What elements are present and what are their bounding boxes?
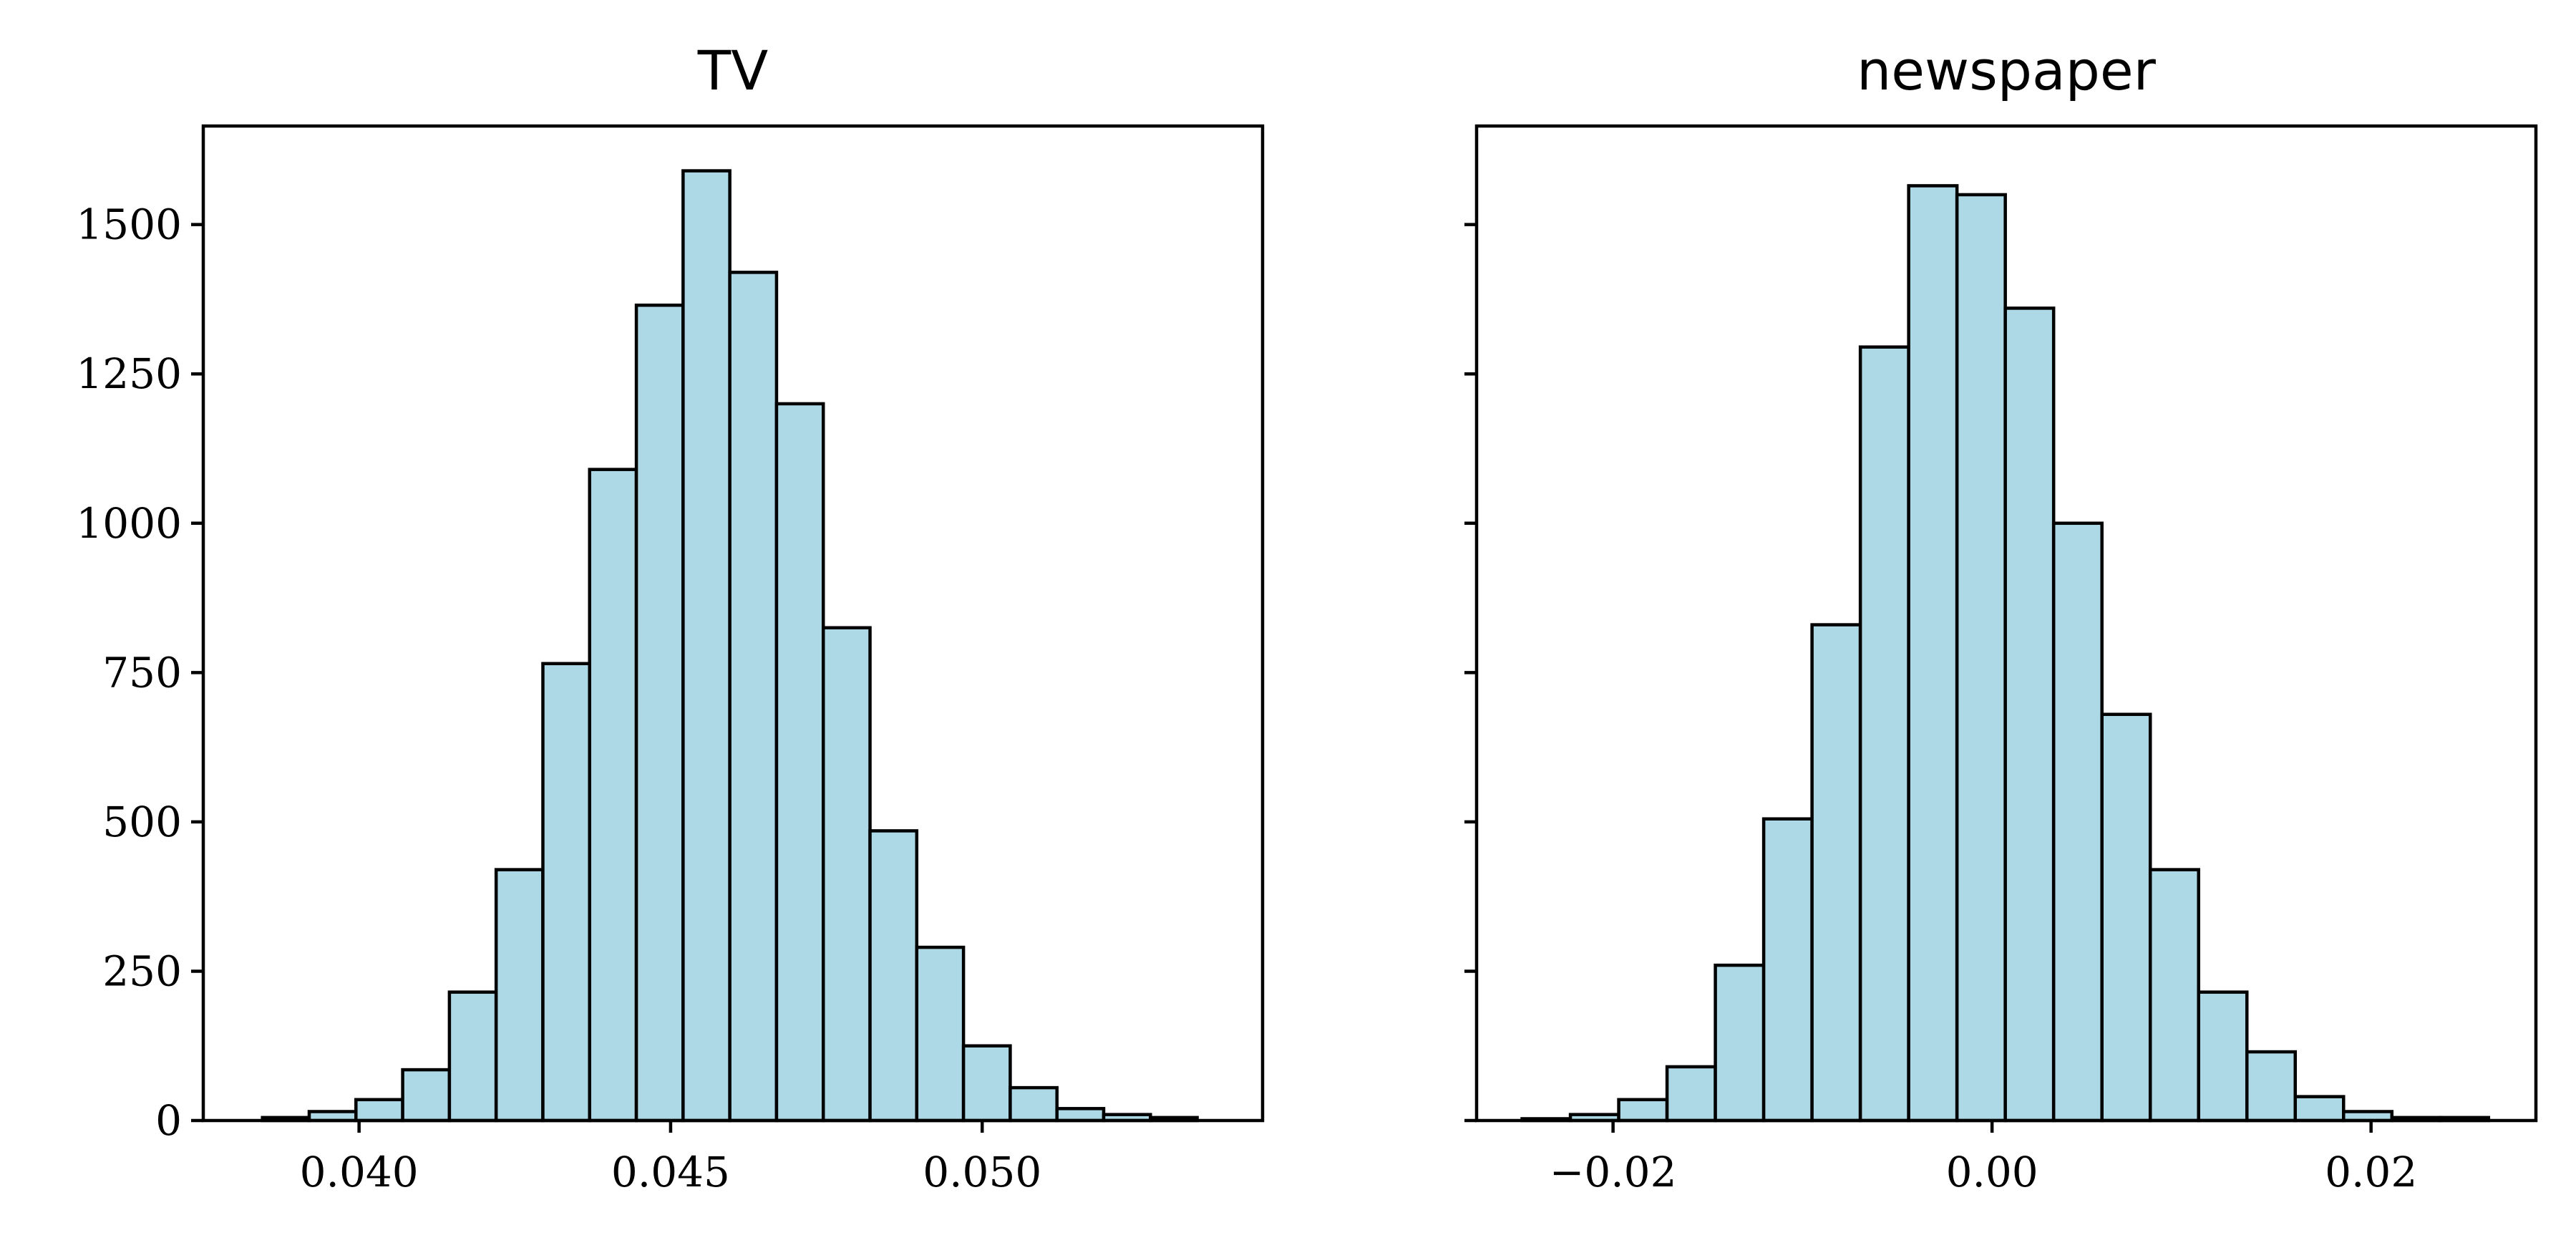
newspaper-ticks: −0.02 0.00 0.02 xyxy=(1464,223,2417,1196)
newspaper-bar-4 xyxy=(1665,1065,1717,1123)
tv-bar-9 xyxy=(634,304,685,1123)
tv-x-tick-label: 0.045 xyxy=(611,1148,730,1196)
tv-y-tick-label: 750 xyxy=(102,648,182,697)
tv-x-tick-label: 0.050 xyxy=(923,1148,1041,1196)
tv-y-tick-label: 1250 xyxy=(76,349,182,398)
newspaper-x-tick-label: 0.02 xyxy=(2325,1148,2417,1196)
chart-title-tv: TV xyxy=(697,39,768,102)
tv-x-tick-label: 0.040 xyxy=(300,1148,419,1196)
newspaper-bar-11 xyxy=(2003,306,2056,1123)
newspaper-bar-9 xyxy=(1907,184,1959,1123)
newspaper-bar-12 xyxy=(2051,521,2104,1123)
tv-histogram-panel: TV 0.040 0.045 0.050 0 250 500 750 1000 1250 1500 xyxy=(76,39,1265,1196)
tv-axes-frame xyxy=(201,124,1265,1123)
tv-bar-13 xyxy=(821,626,872,1123)
newspaper-bar-6 xyxy=(1761,817,1814,1123)
newspaper-bar-13 xyxy=(2100,712,2152,1123)
newspaper-bars xyxy=(1520,184,2491,1123)
tv-bar-5 xyxy=(447,990,498,1123)
newspaper-bar-7 xyxy=(1810,623,1862,1123)
newspaper-bar-5 xyxy=(1714,963,1766,1123)
tv-y-tick-label: 0 xyxy=(155,1096,182,1145)
tv-y-tick-label: 1000 xyxy=(76,499,182,548)
tv-bar-16 xyxy=(961,1044,1012,1123)
tv-y-tick-label: 500 xyxy=(102,798,182,846)
newspaper-bar-14 xyxy=(2148,868,2200,1123)
tv-bar-4 xyxy=(401,1068,452,1123)
tv-bar-12 xyxy=(774,402,825,1123)
tv-bar-14 xyxy=(868,829,919,1123)
tv-bar-7 xyxy=(541,662,592,1123)
newspaper-bar-16 xyxy=(2245,1050,2298,1123)
newspaper-x-tick-label: 0.00 xyxy=(1946,1148,2038,1196)
tv-bar-10 xyxy=(681,169,732,1123)
tv-ticks: 0.040 0.045 0.050 0 250 500 750 1000 1250 1500 xyxy=(76,200,1041,1196)
newspaper-bar-8 xyxy=(1858,345,1910,1123)
newspaper-histogram-panel: newspaper −0.02 0.00 0.02 xyxy=(1464,39,2538,1196)
tv-bar-18 xyxy=(1055,1107,1106,1123)
tv-bar-15 xyxy=(915,945,966,1123)
tv-bar-8 xyxy=(588,468,638,1123)
chart-title-newspaper: newspaper xyxy=(1857,39,2156,102)
tv-y-tick-label: 250 xyxy=(102,947,182,995)
newspaper-bar-17 xyxy=(2293,1095,2346,1123)
newspaper-bar-15 xyxy=(2197,990,2249,1123)
tv-bar-17 xyxy=(1008,1085,1059,1123)
tv-y-tick-label: 1500 xyxy=(76,200,182,249)
newspaper-bar-3 xyxy=(1617,1098,1669,1123)
newspaper-x-tick-label: −0.02 xyxy=(1550,1148,1677,1196)
tv-bars xyxy=(261,169,1199,1123)
tv-bar-11 xyxy=(728,271,779,1123)
tv-bar-3 xyxy=(354,1098,404,1123)
newspaper-axes-frame xyxy=(1474,124,2538,1123)
tv-bar-6 xyxy=(494,868,545,1123)
newspaper-bar-10 xyxy=(1955,193,2007,1123)
